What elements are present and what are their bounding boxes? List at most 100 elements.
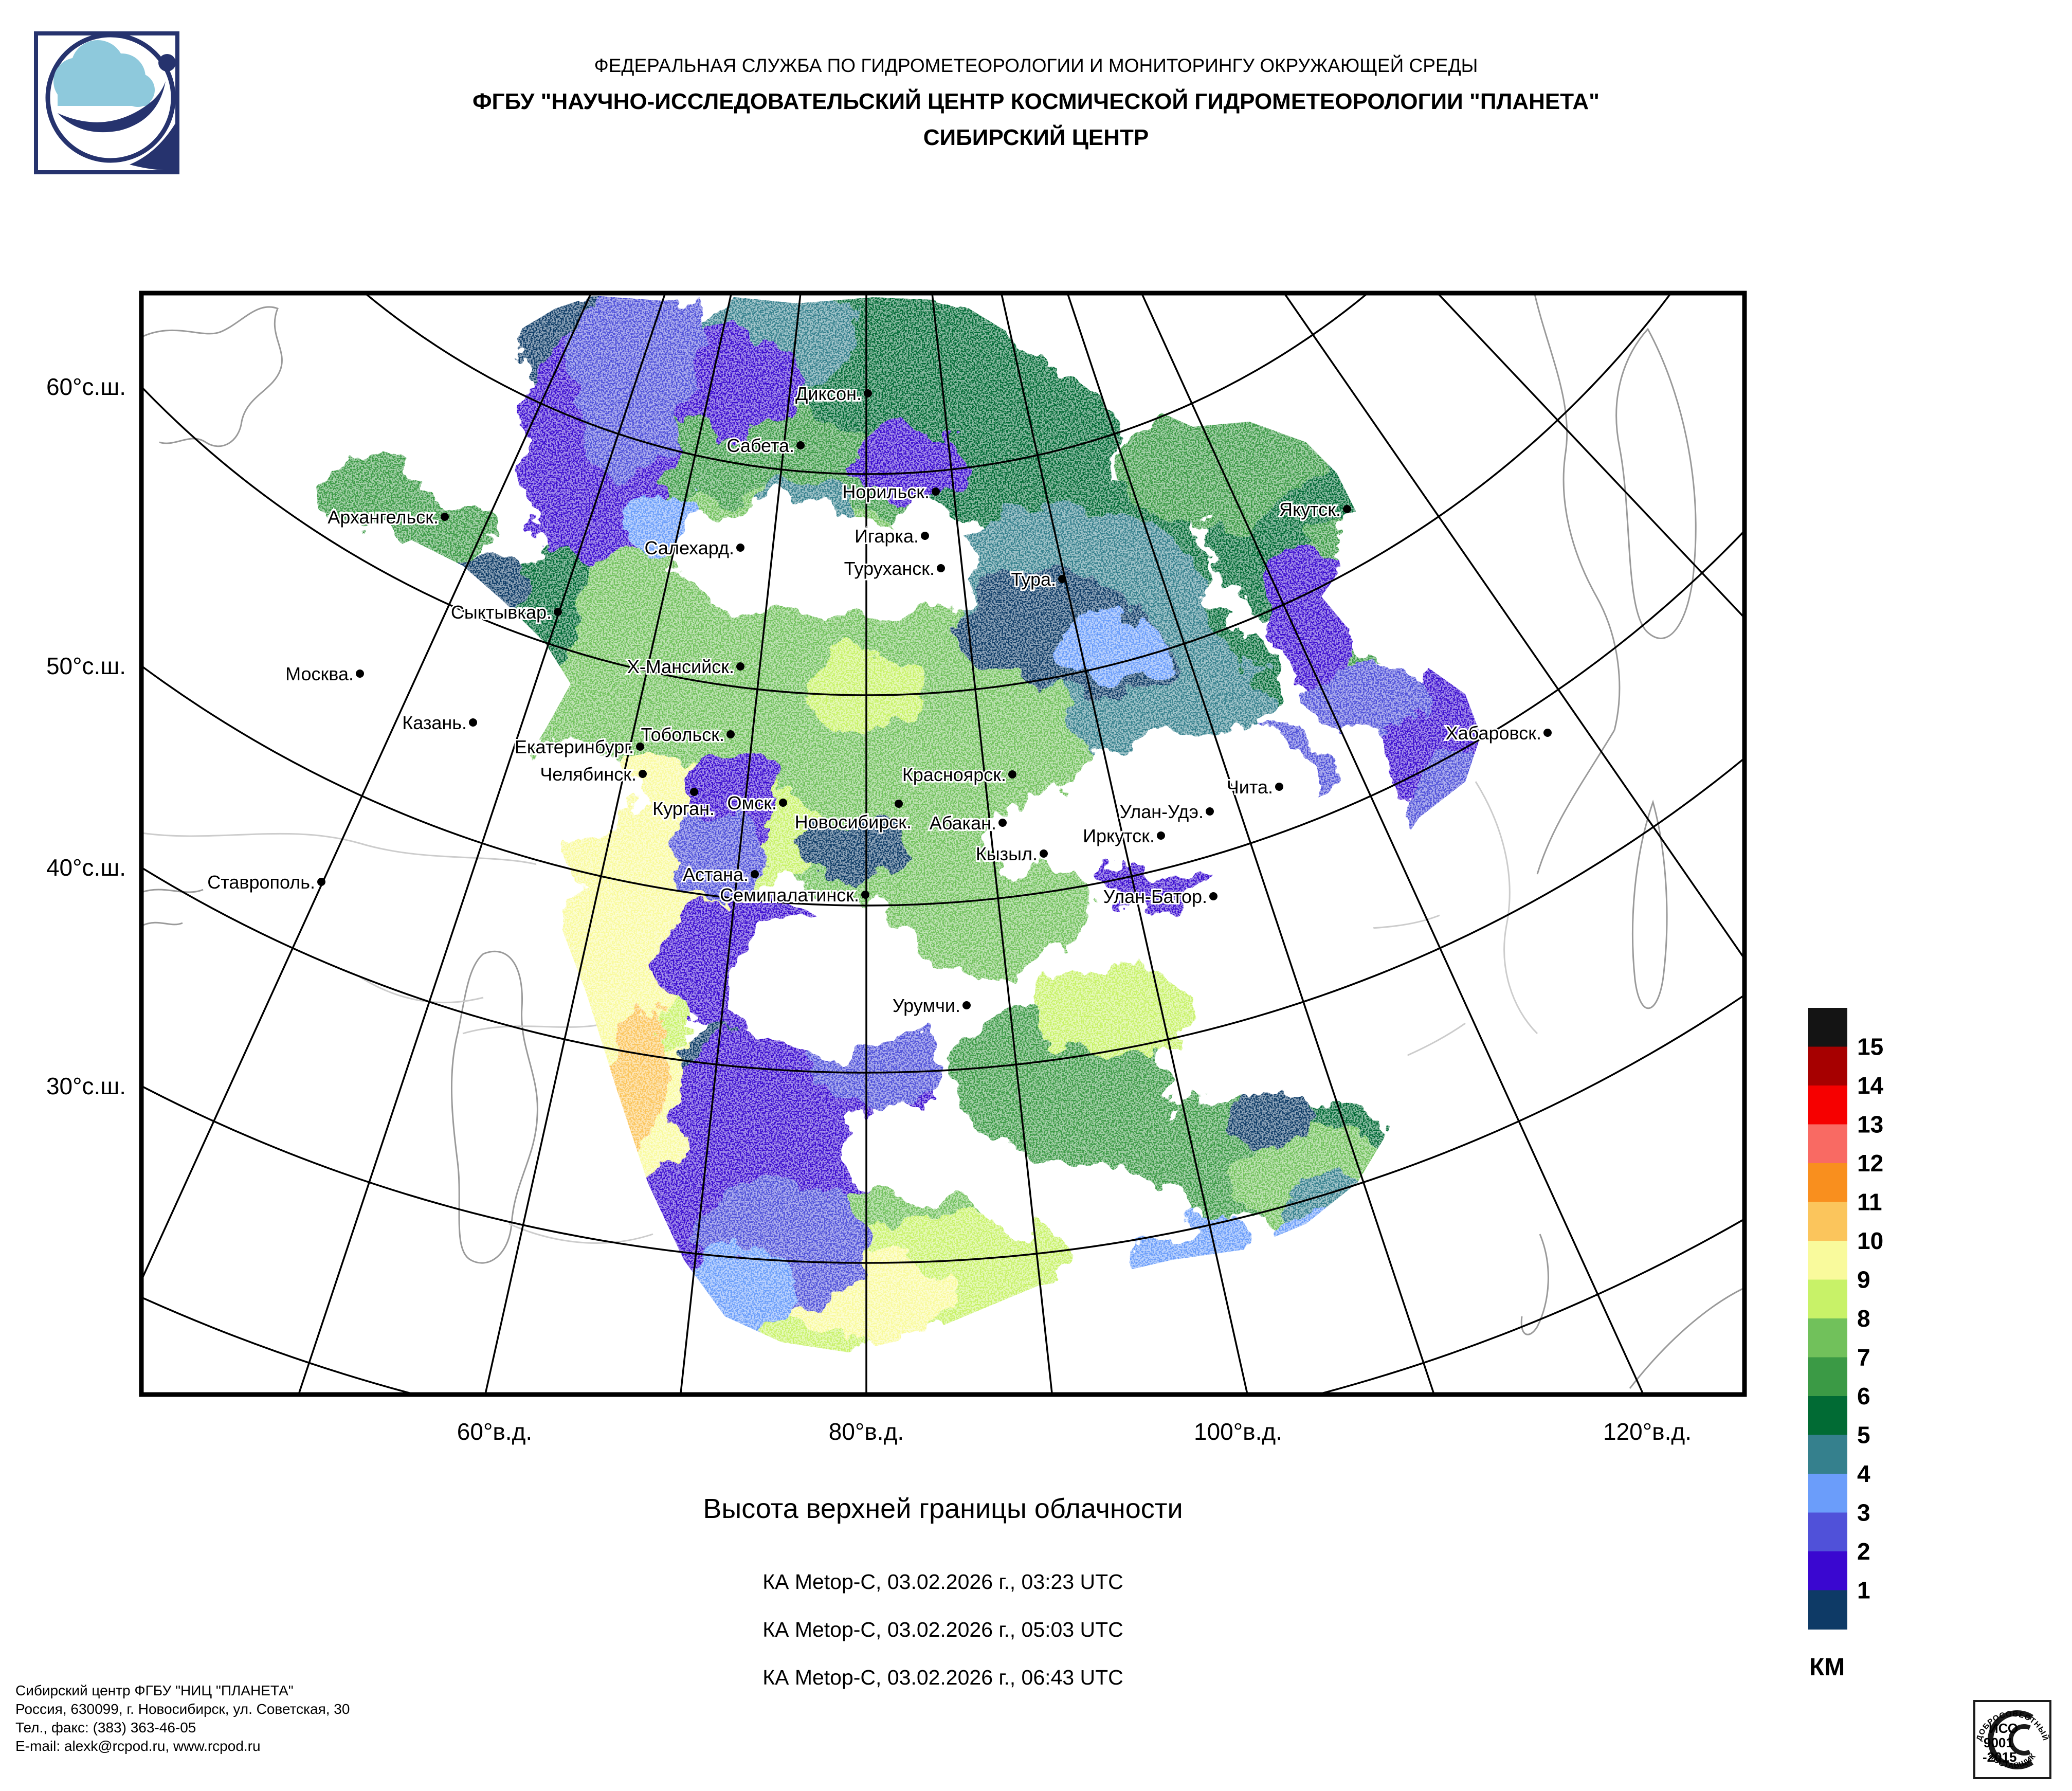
city-label: Ставрополь. [207, 872, 315, 893]
city-dot [441, 513, 449, 521]
city-label: Екатеринбург. [515, 736, 634, 757]
city-dot [736, 662, 744, 671]
city-dot [690, 788, 698, 796]
city-label: Игарка. [855, 526, 919, 547]
lon-label: 80°в.д. [829, 1418, 904, 1445]
legend-band [1808, 1008, 1847, 1047]
legend-band [1808, 1086, 1847, 1125]
city-label: Норильск. [842, 481, 930, 502]
legend-band [1808, 1202, 1847, 1241]
city-label: Кызыл. [976, 843, 1038, 864]
city-dot [1058, 575, 1066, 583]
city-label: Сабета. [726, 435, 794, 456]
lat-label: 50°с.ш. [46, 653, 126, 679]
city-dot [937, 564, 945, 572]
legend-band [1808, 1396, 1847, 1436]
city-dot [962, 1001, 971, 1009]
city-label: Улан-Батор. [1103, 886, 1207, 907]
legend-band [1808, 1163, 1847, 1203]
legend-tick: 9 [1857, 1267, 1870, 1293]
city-label: Чита. [1227, 776, 1273, 798]
city-label: Салехард. [645, 537, 734, 558]
legend-tick: 13 [1857, 1111, 1883, 1138]
lon-label: 60°в.д. [457, 1418, 532, 1445]
city-dot [1543, 729, 1552, 737]
city-dot [469, 718, 477, 727]
legend-band [1808, 1357, 1847, 1397]
address-line-1: Сибирский центр ФГБУ "НИЦ "ПЛАНЕТА" [15, 1683, 294, 1698]
city-label: Хабаровск. [1446, 722, 1541, 744]
city-label: Х-Мансийск. [627, 656, 734, 677]
legend-tick: 4 [1857, 1460, 1870, 1487]
city-label: Абакан. [930, 812, 996, 834]
map-frame [139, 291, 1747, 1397]
city-dot [895, 800, 903, 808]
city-dot [779, 799, 787, 807]
stamp-9001: 9001 [1984, 1735, 2013, 1750]
legend-tick: 11 [1857, 1189, 1882, 1216]
address-line-2: Россия, 630099, г. Новосибирск, ул. Сове… [15, 1701, 350, 1717]
pass-line-2: КА Metop-C, 03.02.2026 г., 05:03 UTC [762, 1618, 1123, 1641]
lon-label: 120°в.д. [1603, 1418, 1692, 1445]
city-label: Диксон. [795, 383, 862, 404]
color-scale [1808, 1008, 1847, 1630]
latitude-labels: 60°с.ш. 50°с.ш. 40°с.ш. 30°с.ш. [46, 373, 126, 1099]
city-label: Архангельск. [328, 506, 439, 528]
city-label: Красноярск. [902, 764, 1006, 785]
stamp-c-outer [1988, 1710, 2034, 1769]
city-label: Казань. [402, 712, 467, 733]
legend-band [1808, 1512, 1847, 1552]
map-title: Высота верхней границы облачности [703, 1493, 1183, 1524]
city-dot [356, 670, 364, 678]
city-dot [639, 770, 647, 778]
legend-band [1808, 1551, 1847, 1591]
city-dot [861, 891, 869, 899]
city-dot [998, 819, 1007, 827]
swath-noise [296, 296, 1481, 1352]
city-label: Тобольск. [641, 724, 724, 745]
stamp-iso: ИСО [1989, 1721, 2018, 1736]
cloud-icon [53, 40, 155, 107]
legend-tick: 5 [1857, 1422, 1870, 1449]
header-line1: ФЕДЕРАЛЬНАЯ СЛУЖБА ПО ГИДРОМЕТЕОРОЛОГИИ … [594, 55, 1478, 76]
iso-stamp: ДОБРОСОВЕСТНЫЙ ПОСТАВЩИК ИСО 9001 -2015 [1973, 1700, 2051, 1779]
city-label: Иркутск. [1083, 825, 1155, 846]
city-label: Тура. [1011, 569, 1056, 590]
satellite-dot-icon [158, 54, 175, 71]
city-dot [1040, 849, 1048, 858]
address-line-3: Тел., факс: (383) 363-46-05 [15, 1720, 196, 1735]
address-line-4: E-mail: alexk@rcpod.ru, www.rcpod.ru [15, 1738, 261, 1754]
lat-label: 30°с.ш. [46, 1073, 126, 1099]
legend-band [1808, 1046, 1847, 1086]
city-label: Омск. [727, 792, 777, 813]
legend-tick: 2 [1857, 1538, 1870, 1565]
city-label: Москва. [285, 663, 354, 684]
city-dot [932, 487, 940, 496]
city-label: Курган. [652, 798, 715, 819]
lat-label: 40°с.ш. [46, 854, 126, 881]
lat-label: 60°с.ш. [46, 373, 126, 400]
city-dot [726, 730, 735, 738]
legend-band [1808, 1318, 1847, 1358]
footer: Высота верхней границы облачности КА Met… [703, 1493, 1183, 1689]
legend-band [1808, 1590, 1847, 1630]
legend-tick: 8 [1857, 1305, 1870, 1332]
city-dot [751, 870, 759, 878]
legend-tick: 15 [1857, 1034, 1883, 1060]
city-label: Урумчи. [893, 995, 960, 1016]
header-line3: СИБИРСКИЙ ЦЕНТР [923, 124, 1149, 150]
city-markers: Диксон. Сабета. Норильск. Игарка. Туруханск.… [206, 382, 1552, 1018]
legend-band [1808, 1435, 1847, 1474]
legend-band [1808, 1474, 1847, 1513]
legend-tick: 10 [1857, 1227, 1883, 1254]
city-dot [636, 743, 644, 751]
city-dot [796, 441, 805, 449]
city-dot [1209, 892, 1217, 900]
pass-line-3: КА Metop-C, 03.02.2026 г., 06:43 UTC [762, 1666, 1123, 1689]
city-label: Туруханск. [844, 558, 935, 579]
legend-band [1808, 1124, 1847, 1164]
legend-unit: КМ [1809, 1654, 1845, 1681]
